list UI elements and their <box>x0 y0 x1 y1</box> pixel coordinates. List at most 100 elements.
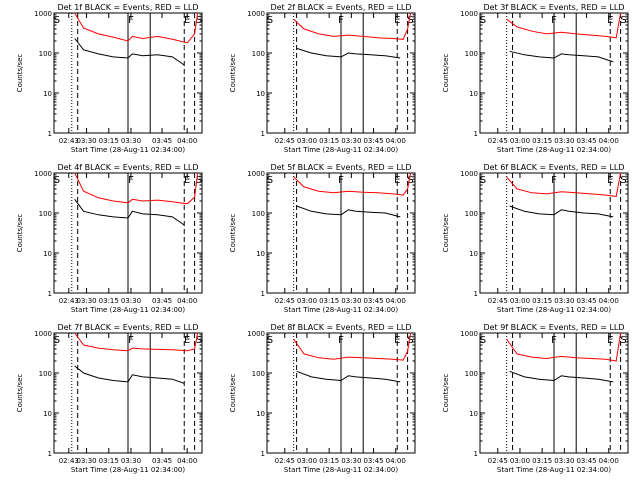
x-axis-label: Start Time (28-Aug-11 02:34:00) <box>284 466 398 474</box>
y-tick-label: 10 <box>469 90 478 98</box>
event-marker-f: F <box>551 335 557 346</box>
detector-panel-7: Det 7f BLACK = Events, RED = LLD 1 10 100 10… <box>16 323 203 474</box>
event-marker-s: S <box>407 15 413 26</box>
x-tick-label: 04:00 <box>177 457 197 465</box>
lld-series-line <box>506 12 622 39</box>
x-axis-label: Start Time (28-Aug-11 02:34:00) <box>497 306 611 314</box>
x-axis-label: Start Time (28-Aug-11 02:34:00) <box>71 466 185 474</box>
x-tick-label: 03:30 <box>76 297 96 305</box>
x-tick-label: 04:00 <box>177 297 197 305</box>
x-tick-label: 03:15 <box>99 297 119 305</box>
x-axis-label: Start Time (28-Aug-11 02:34:00) <box>497 466 611 474</box>
panel-title: Det 4f BLACK = Events, RED = LLD <box>57 163 198 172</box>
y-tick-label: 10 <box>469 250 478 258</box>
panel-title: Det 8f BLACK = Events, RED = LLD <box>270 323 411 332</box>
event-marker-e: E <box>607 15 613 26</box>
event-marker-s: S <box>267 15 273 26</box>
event-marker-s: S <box>54 15 60 26</box>
event-marker-s: S <box>54 175 60 186</box>
detector-panel-5: Det 5f BLACK = Events, RED = LLD 1 10 100 10… <box>229 163 416 314</box>
event-marker-s: S <box>54 335 60 346</box>
y-tick-label: 100 <box>39 50 52 58</box>
x-tick-label: 04:00 <box>599 457 619 465</box>
y-tick-label: 1 <box>48 450 52 458</box>
y-tick-label: 1 <box>474 290 478 298</box>
panel-title: Det 9f BLACK = Events, RED = LLD <box>483 323 624 332</box>
detector-panel-4: Det 4f BLACK = Events, RED = LLD 1 10 100 10… <box>16 163 203 314</box>
x-tick-label: 03:30 <box>341 297 361 305</box>
x-axis-label: Start Time (28-Aug-11 02:34:00) <box>497 146 611 154</box>
y-axis-label: Counts/sec <box>229 54 237 93</box>
event-marker-f: F <box>338 335 344 346</box>
y-tick-label: 1 <box>261 290 265 298</box>
y-axis-label: Counts/sec <box>16 374 24 413</box>
x-tick-label: 03:30 <box>76 137 96 145</box>
detector-panel-2: Det 2f BLACK = Events, RED = LLD 1 10 100 10… <box>229 3 416 154</box>
x-tick-label: 02:45 <box>488 137 508 145</box>
event-marker-s: S <box>196 15 202 26</box>
x-axis-label: Start Time (28-Aug-11 02:34:00) <box>71 306 185 314</box>
y-tick-label: 1 <box>474 130 478 138</box>
x-axis-label: Start Time (28-Aug-11 02:34:00) <box>71 146 185 154</box>
x-tick-label: 03:45 <box>363 137 383 145</box>
x-tick-label: 03:45 <box>152 297 172 305</box>
events-series-line <box>509 50 614 63</box>
x-tick-label: 03:15 <box>319 297 339 305</box>
x-axis-label: Start Time (28-Aug-11 02:34:00) <box>284 146 398 154</box>
y-tick-label: 1000 <box>460 10 478 18</box>
event-marker-e: E <box>607 335 613 346</box>
x-tick-label: 03:30 <box>121 457 141 465</box>
y-tick-label: 10 <box>43 410 52 418</box>
y-axis-label: Counts/sec <box>16 214 24 253</box>
y-tick-label: 1000 <box>34 10 52 18</box>
y-tick-label: 100 <box>465 210 478 218</box>
x-tick-label: 03:45 <box>576 137 596 145</box>
x-tick-label: 04:00 <box>386 137 406 145</box>
event-marker-f: F <box>338 15 344 26</box>
event-marker-s: S <box>407 335 413 346</box>
y-tick-label: 1 <box>474 450 478 458</box>
lld-series-line <box>293 332 412 361</box>
x-tick-label: 03:30 <box>554 457 574 465</box>
lld-series-line <box>74 332 199 352</box>
x-tick-label: 03:00 <box>510 137 530 145</box>
event-marker-f: F <box>338 175 344 186</box>
y-axis-label: Counts/sec <box>442 214 450 253</box>
x-tick-label: 03:15 <box>319 457 339 465</box>
lld-series-line <box>506 332 622 362</box>
events-series-line <box>509 205 614 218</box>
event-marker-s: S <box>620 175 626 186</box>
x-tick-label: 03:15 <box>532 457 552 465</box>
panel-title: Det 6f BLACK = Events, RED = LLD <box>483 163 624 172</box>
y-tick-label: 100 <box>252 210 265 218</box>
event-marker-s: S <box>480 175 486 186</box>
y-axis-label: Counts/sec <box>16 54 24 93</box>
event-marker-s: S <box>620 335 626 346</box>
event-marker-f: F <box>551 15 557 26</box>
x-tick-label: 02:43 <box>59 457 79 465</box>
lld-series-line <box>506 172 622 197</box>
y-tick-label: 1000 <box>247 330 265 338</box>
event-marker-f: F <box>551 175 557 186</box>
event-marker-s: S <box>407 175 413 186</box>
y-tick-label: 1 <box>261 130 265 138</box>
x-tick-label: 04:00 <box>599 137 619 145</box>
y-tick-label: 10 <box>256 410 265 418</box>
y-tick-label: 1000 <box>460 170 478 178</box>
panel-title: Det 3f BLACK = Events, RED = LLD <box>483 3 624 12</box>
x-tick-label: 03:45 <box>363 457 383 465</box>
x-tick-label: 02:43 <box>59 137 79 145</box>
x-axis-label: Start Time (28-Aug-11 02:34:00) <box>284 306 398 314</box>
event-marker-e: E <box>394 335 400 346</box>
y-tick-label: 100 <box>252 50 265 58</box>
x-tick-label: 02:45 <box>488 297 508 305</box>
event-marker-e: E <box>184 175 190 186</box>
event-marker-e: E <box>394 175 400 186</box>
detector-panel-9: Det 9f BLACK = Events, RED = LLD 1 10 100 10… <box>442 323 629 474</box>
events-series-line <box>74 38 185 66</box>
events-series-line <box>296 205 401 218</box>
y-tick-label: 10 <box>469 410 478 418</box>
x-tick-label: 03:00 <box>297 137 317 145</box>
x-tick-label: 03:30 <box>341 457 361 465</box>
